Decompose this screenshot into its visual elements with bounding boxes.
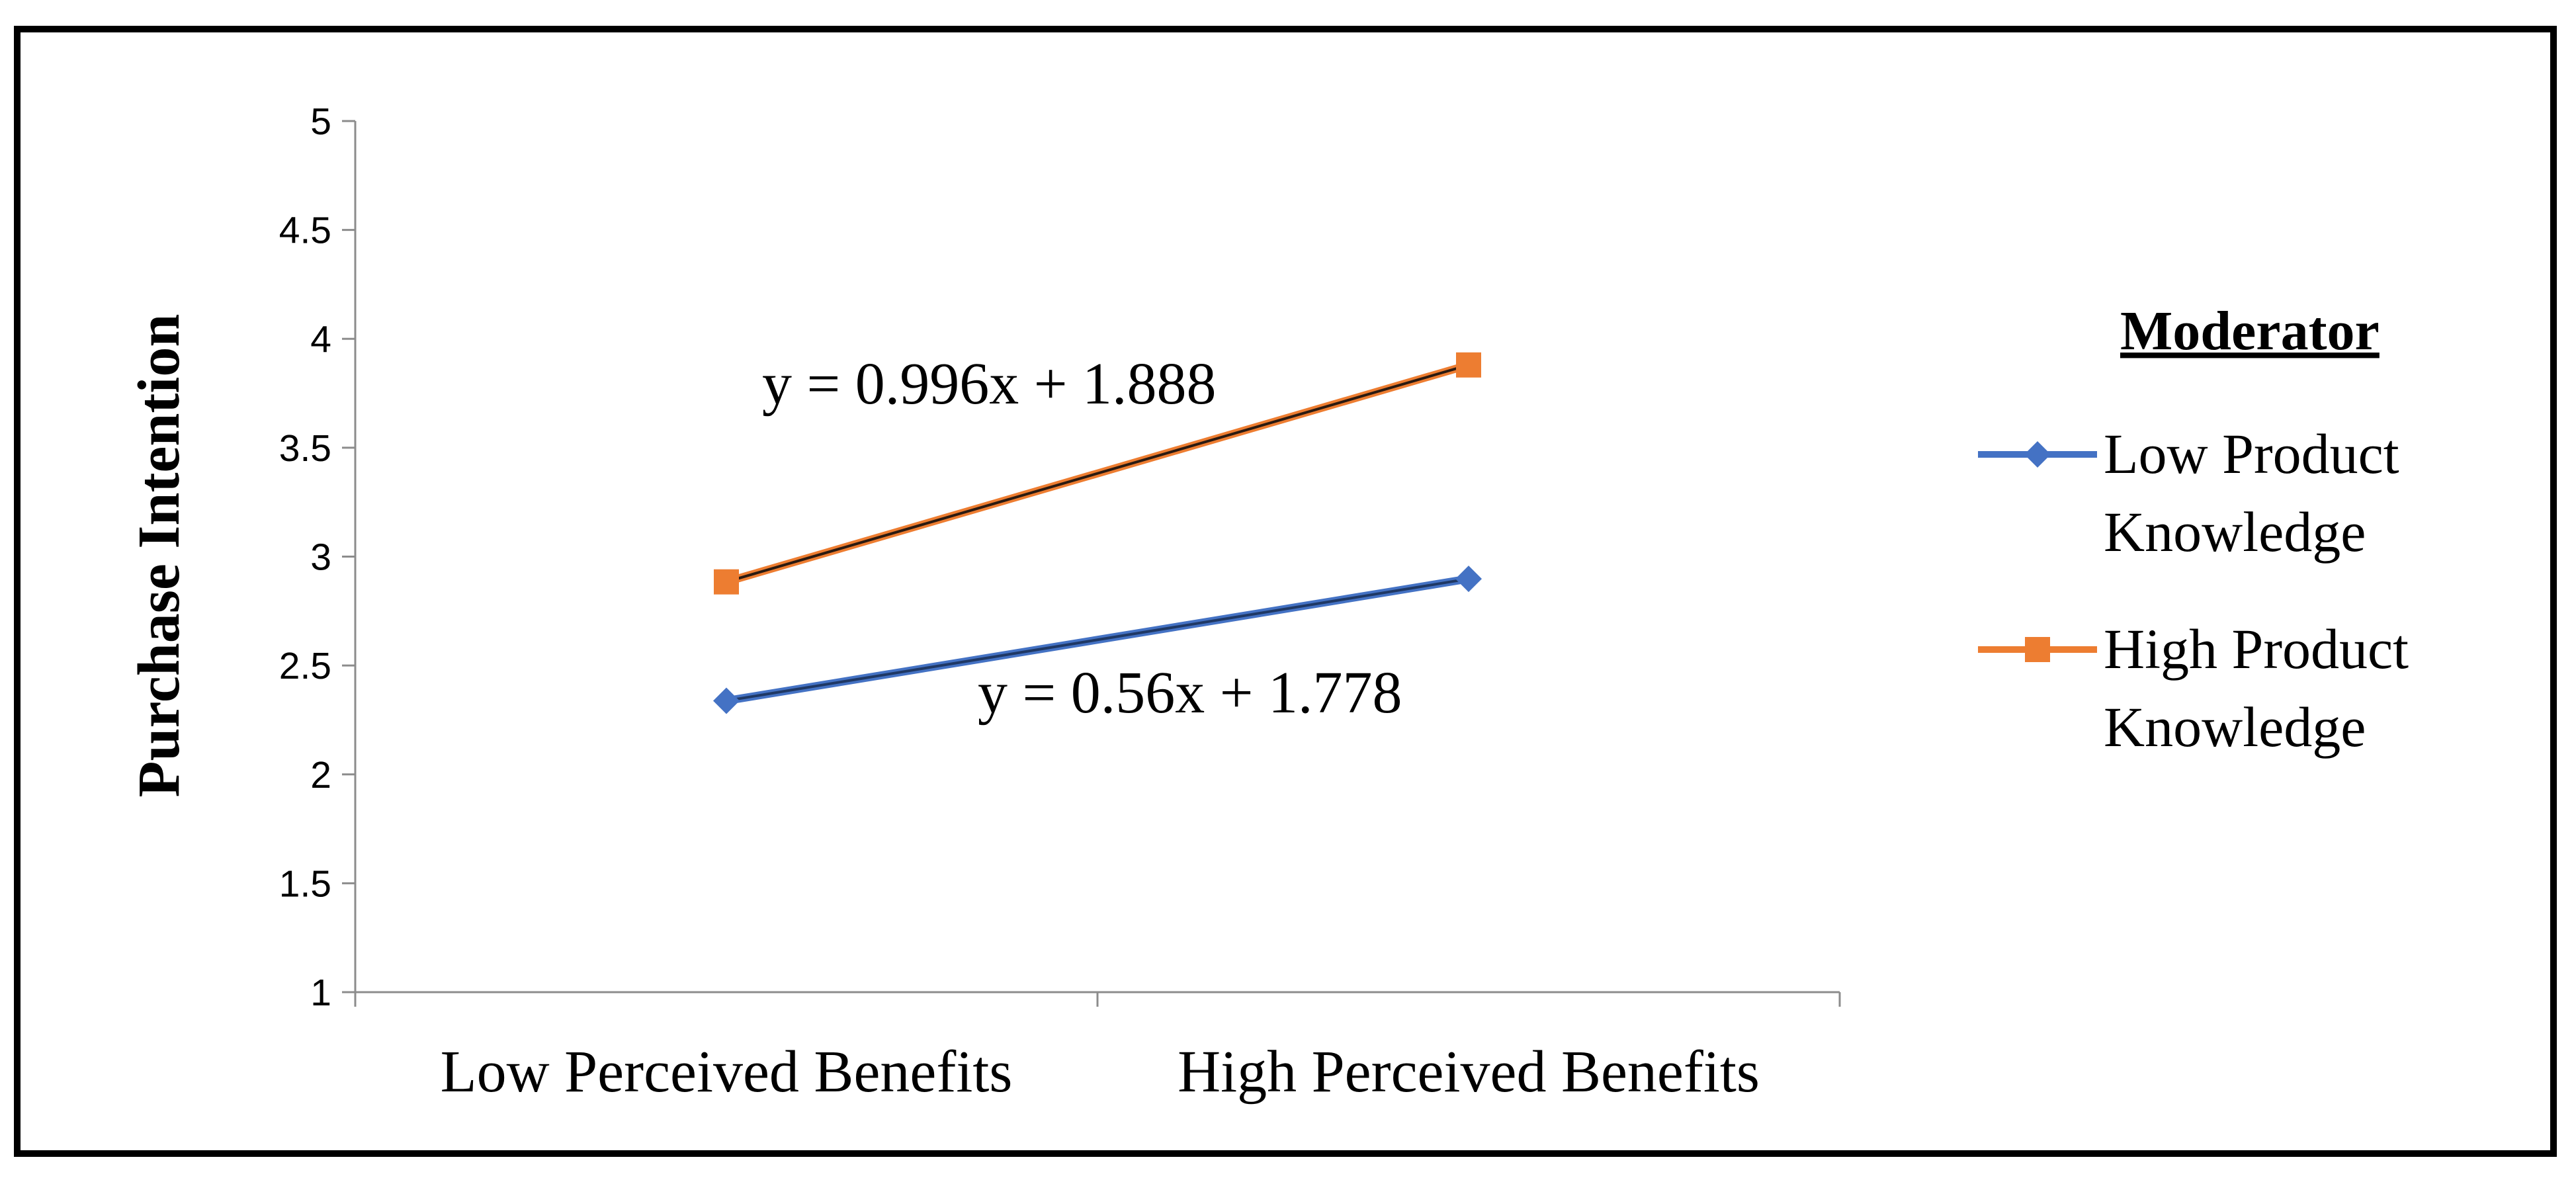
legend-label-line: Knowledge: [2104, 500, 2366, 564]
chart-frame: [14, 26, 2557, 1157]
data-point-high-product-knowledge: [1456, 352, 1481, 378]
legend-title: Moderator: [2120, 300, 2380, 362]
legend-label-line: Knowledge: [2104, 695, 2366, 759]
y-tick-label: 3: [310, 536, 331, 579]
x-category-label: Low Perceived Benefits: [441, 1039, 1013, 1105]
data-point-high-product-knowledge: [714, 569, 739, 595]
y-axis-label: Purchase Intention: [126, 314, 192, 798]
y-tick-label: 5: [310, 101, 331, 143]
y-tick-label: 4: [310, 318, 331, 360]
legend-label-line: High Product: [2104, 617, 2409, 681]
y-tick-label: 2: [310, 754, 331, 796]
equation-low-product-knowledge: y = 0.56x + 1.778: [978, 660, 1402, 726]
trendline-low-product-knowledge: [726, 577, 1469, 702]
y-tick-label: 1: [310, 972, 331, 1014]
trendline-high-product-knowledge: [726, 363, 1469, 583]
plot-area: 1 1.5 2 2.5 3 3.5 4 4.5 5 Low Perceived Benefits…: [279, 101, 1841, 1105]
y-tick-label: 1.5: [279, 863, 331, 905]
y-tick-label: 4.5: [279, 210, 331, 252]
legend-marker-high-product-knowledge: [2025, 637, 2050, 662]
x-category-label: High Perceived Benefits: [1178, 1039, 1760, 1105]
data-point-low-product-knowledge: [1455, 566, 1482, 593]
legend-marker-low-product-knowledge: [2024, 441, 2051, 468]
y-tick-label: 2.5: [279, 645, 331, 687]
legend-items: Low Product Knowledge High Product Knowledg…: [1978, 422, 2409, 759]
data-point-low-product-knowledge: [713, 687, 740, 714]
y-tick-label: 3.5: [279, 427, 331, 470]
legend-label-line: Low Product: [2104, 422, 2399, 485]
x-axis-ticks: Low Perceived Benefits High Perceived Ben…: [354, 992, 1841, 1105]
y-axis-ticks: 1 1.5 2 2.5 3 3.5 4 4.5 5: [279, 101, 355, 1014]
series-layer: [713, 352, 1482, 714]
equation-high-product-knowledge: y = 0.996x + 1.888: [762, 351, 1217, 417]
legend-label-high-product-knowledge: High Product Knowledge: [2104, 617, 2409, 759]
legend-label-low-product-knowledge: Low Product Knowledge: [2104, 422, 2399, 564]
